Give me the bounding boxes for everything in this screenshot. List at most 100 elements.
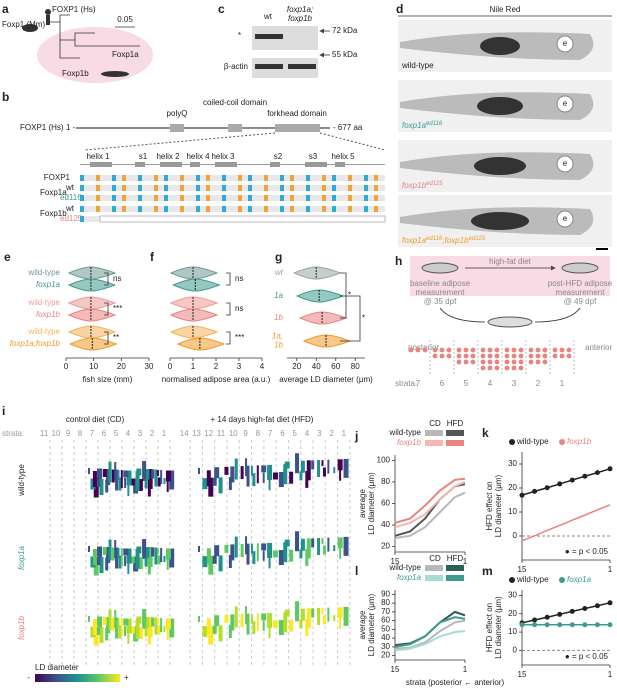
y-tick-label: 90 [381,589,390,598]
strata-number: 5 [292,429,297,438]
lipid-droplet [160,548,163,562]
residue [322,206,326,212]
residue [164,195,168,201]
lipid-droplet [120,548,123,566]
icon [101,71,129,77]
residue [238,175,242,181]
structure-label: helix 2 [156,152,180,161]
lipid-droplet [504,353,510,359]
lipid-droplet [234,606,238,628]
residue [348,185,352,191]
residue [96,175,100,181]
eye [556,155,574,173]
residue [222,206,226,212]
lipid-droplet [432,353,438,359]
lipid-droplet [102,469,107,477]
adipose [474,157,526,175]
lipid-droplet [305,470,309,488]
lipid-droplet [124,478,127,488]
row-label: wild-type [27,298,60,307]
lipid-droplet [208,625,214,645]
residue [206,195,210,201]
row-label: wild-type [17,464,26,497]
strata-label: strata: [395,379,417,388]
note: @ 49 dpf [564,297,597,306]
lipid-droplet [250,543,253,554]
diet-label: high-fat diet [489,257,532,266]
lipid-droplet [343,458,349,478]
row-label: wt [275,268,284,277]
residue [248,195,252,201]
residue [222,175,226,181]
violin [67,266,117,280]
lipid-droplet [202,626,208,638]
genotype-label: foxp1bed125 [402,181,443,191]
lipid-droplet [114,462,117,480]
axes [521,452,610,561]
band [255,64,283,69]
x-tick-label: 80 [351,362,360,371]
lipid-droplet [470,353,476,359]
row-label: foxp1b [17,615,26,640]
lipid-droplet [446,347,452,353]
residue [374,185,378,191]
residue [206,175,210,181]
residue [154,195,158,201]
icon [45,9,51,15]
residue [332,175,336,181]
strata-label: strata: [2,429,24,438]
colorbar [35,674,120,682]
lipid-droplet [337,537,343,549]
x-axis-label: normalised adipose area (a.u.) [162,375,271,384]
residue [180,185,184,191]
lipid-droplet [535,353,541,359]
residue [222,185,226,191]
y-tick-label: 10 [508,507,517,516]
strata-number: 5 [114,429,119,438]
residue [280,195,284,201]
lipid-droplet [252,621,256,635]
x-tick-label: 20 [117,362,126,371]
zoom-lines [84,132,386,151]
residue [96,195,100,201]
lipid-droplet [322,615,326,625]
lipid-droplet [212,625,217,634]
sequence [80,195,385,201]
lipid-droplet [311,460,315,470]
strata-number: 3 [512,379,517,388]
lipid-droplet [511,365,517,371]
residue [96,206,100,212]
x-axis-label: strata (posterior ← anterior) [406,678,505,687]
legend-label: foxp1b [397,438,422,447]
eye-label: e [563,214,568,223]
lipid-droplet [240,466,244,480]
genotype-part: ed116 [426,121,443,127]
residue [138,175,142,181]
lipid-droplet [300,608,305,621]
residue [248,206,252,212]
lipid-droplet [165,548,171,560]
lipid-droplet [267,542,273,558]
lipid-droplet [518,359,524,365]
lipid-droplet [343,536,349,556]
legend-header: CD [429,419,441,428]
lipid-droplet [138,557,143,569]
note: post-HFD adipose [548,279,613,288]
strata-number: 11 [40,429,49,438]
lipid-droplet [92,619,97,635]
legend-swatch [446,430,464,436]
lipid-droplet [157,625,161,635]
lipid-droplet [267,612,273,628]
lipid-droplet [135,619,140,639]
eye [556,95,574,113]
point [532,488,538,494]
legend-label: foxp1b [567,437,592,446]
structure-label: s2 [274,152,283,161]
lipid-droplet [321,538,324,545]
lipid-droplet [120,618,123,636]
lipid-droplet [154,547,158,565]
lipid-droplet [111,469,115,483]
strata-number: 9 [243,429,248,438]
band [255,34,283,39]
